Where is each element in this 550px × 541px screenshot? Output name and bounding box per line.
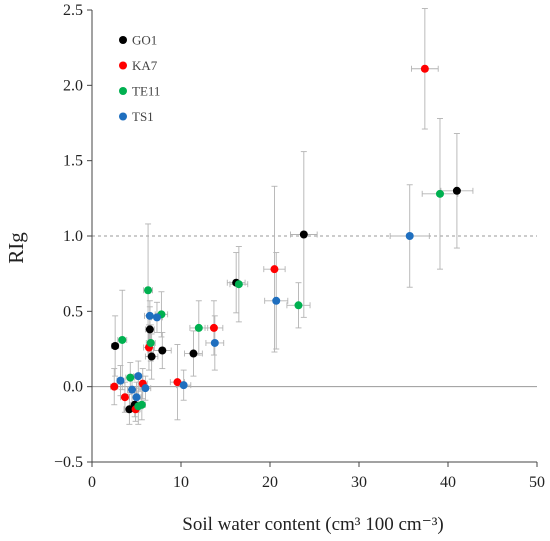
- y-tick-label: 2.0: [63, 77, 83, 94]
- x-tick-label: 0: [88, 474, 96, 491]
- data-point-go1: [125, 405, 134, 414]
- data-point-ka7: [120, 393, 129, 402]
- data-point-ts1: [152, 313, 161, 322]
- error-bars: [110, 8, 474, 425]
- data-point-te11: [126, 373, 135, 382]
- x-tick-label: 10: [173, 474, 189, 491]
- reference-lines: [92, 235, 537, 388]
- data-point-te11: [118, 335, 127, 344]
- data-point-ka7: [209, 323, 218, 332]
- data-points: [110, 64, 461, 414]
- data-point-ts1: [141, 384, 150, 393]
- data-point-go1: [111, 341, 120, 350]
- legend-label-go1: GO1: [132, 33, 157, 48]
- data-point-go1: [147, 352, 156, 361]
- y-axis-label: RIg: [4, 232, 28, 264]
- legend-label-te11: TE11: [132, 84, 160, 99]
- data-point-ka7: [420, 64, 429, 73]
- data-point-te11: [194, 323, 203, 332]
- data-point-go1: [158, 346, 167, 355]
- data-point-ts1: [272, 296, 281, 305]
- data-point-ts1: [405, 232, 414, 240]
- x-tick-label: 40: [440, 474, 456, 491]
- data-point-ts1: [132, 393, 141, 402]
- data-point-ts1: [134, 372, 143, 381]
- x-tick-label: 30: [351, 474, 367, 491]
- data-point-ts1: [179, 381, 188, 390]
- data-point-go1: [452, 186, 461, 195]
- data-point-ka7: [173, 378, 182, 387]
- x-tick-label: 50: [529, 474, 545, 491]
- data-point-ts1: [116, 376, 125, 385]
- y-tick-label: 1.5: [63, 153, 83, 170]
- y-tick-label: 1.0: [63, 228, 83, 245]
- data-point-te11: [137, 400, 146, 409]
- data-point-go1: [145, 325, 154, 334]
- data-point-ts1: [210, 338, 219, 347]
- data-point-te11: [146, 338, 155, 347]
- data-point-go1: [299, 230, 308, 239]
- data-point-te11: [435, 189, 444, 198]
- data-point-ka7: [110, 382, 119, 391]
- y-tick-label: 0.5: [63, 303, 83, 320]
- data-point-ts1: [128, 385, 137, 394]
- data-point-go1: [189, 349, 198, 358]
- y-tick-label: −0.5: [54, 454, 83, 471]
- x-tick-label: 20: [262, 474, 278, 491]
- legend-marker-ts1: [119, 112, 127, 121]
- legend-label-ts1: TS1: [132, 109, 154, 124]
- legend-marker-ka7: [119, 61, 127, 70]
- data-point-te11: [144, 286, 153, 295]
- data-point-ka7: [270, 265, 279, 274]
- legend-label-ka7: KA7: [132, 58, 158, 73]
- data-point-te11: [294, 301, 303, 310]
- legend-marker-go1: [119, 36, 127, 44]
- data-point-te11: [234, 280, 243, 289]
- y-tick-label: 2.5: [63, 2, 83, 19]
- y-tick-label: 0.0: [63, 379, 83, 396]
- axes: 0 10 20 30 40 50 −0.5 0.0 0.5 1.0 1.5 2.0 2.5: [54, 2, 545, 491]
- legend: GO1 KA7 TE11 TS1: [119, 33, 160, 124]
- data-point-ts1: [145, 311, 154, 320]
- legend-marker-te11: [119, 87, 127, 95]
- x-axis-label: Soil water content (cm³ 100 cm⁻³): [182, 514, 444, 535]
